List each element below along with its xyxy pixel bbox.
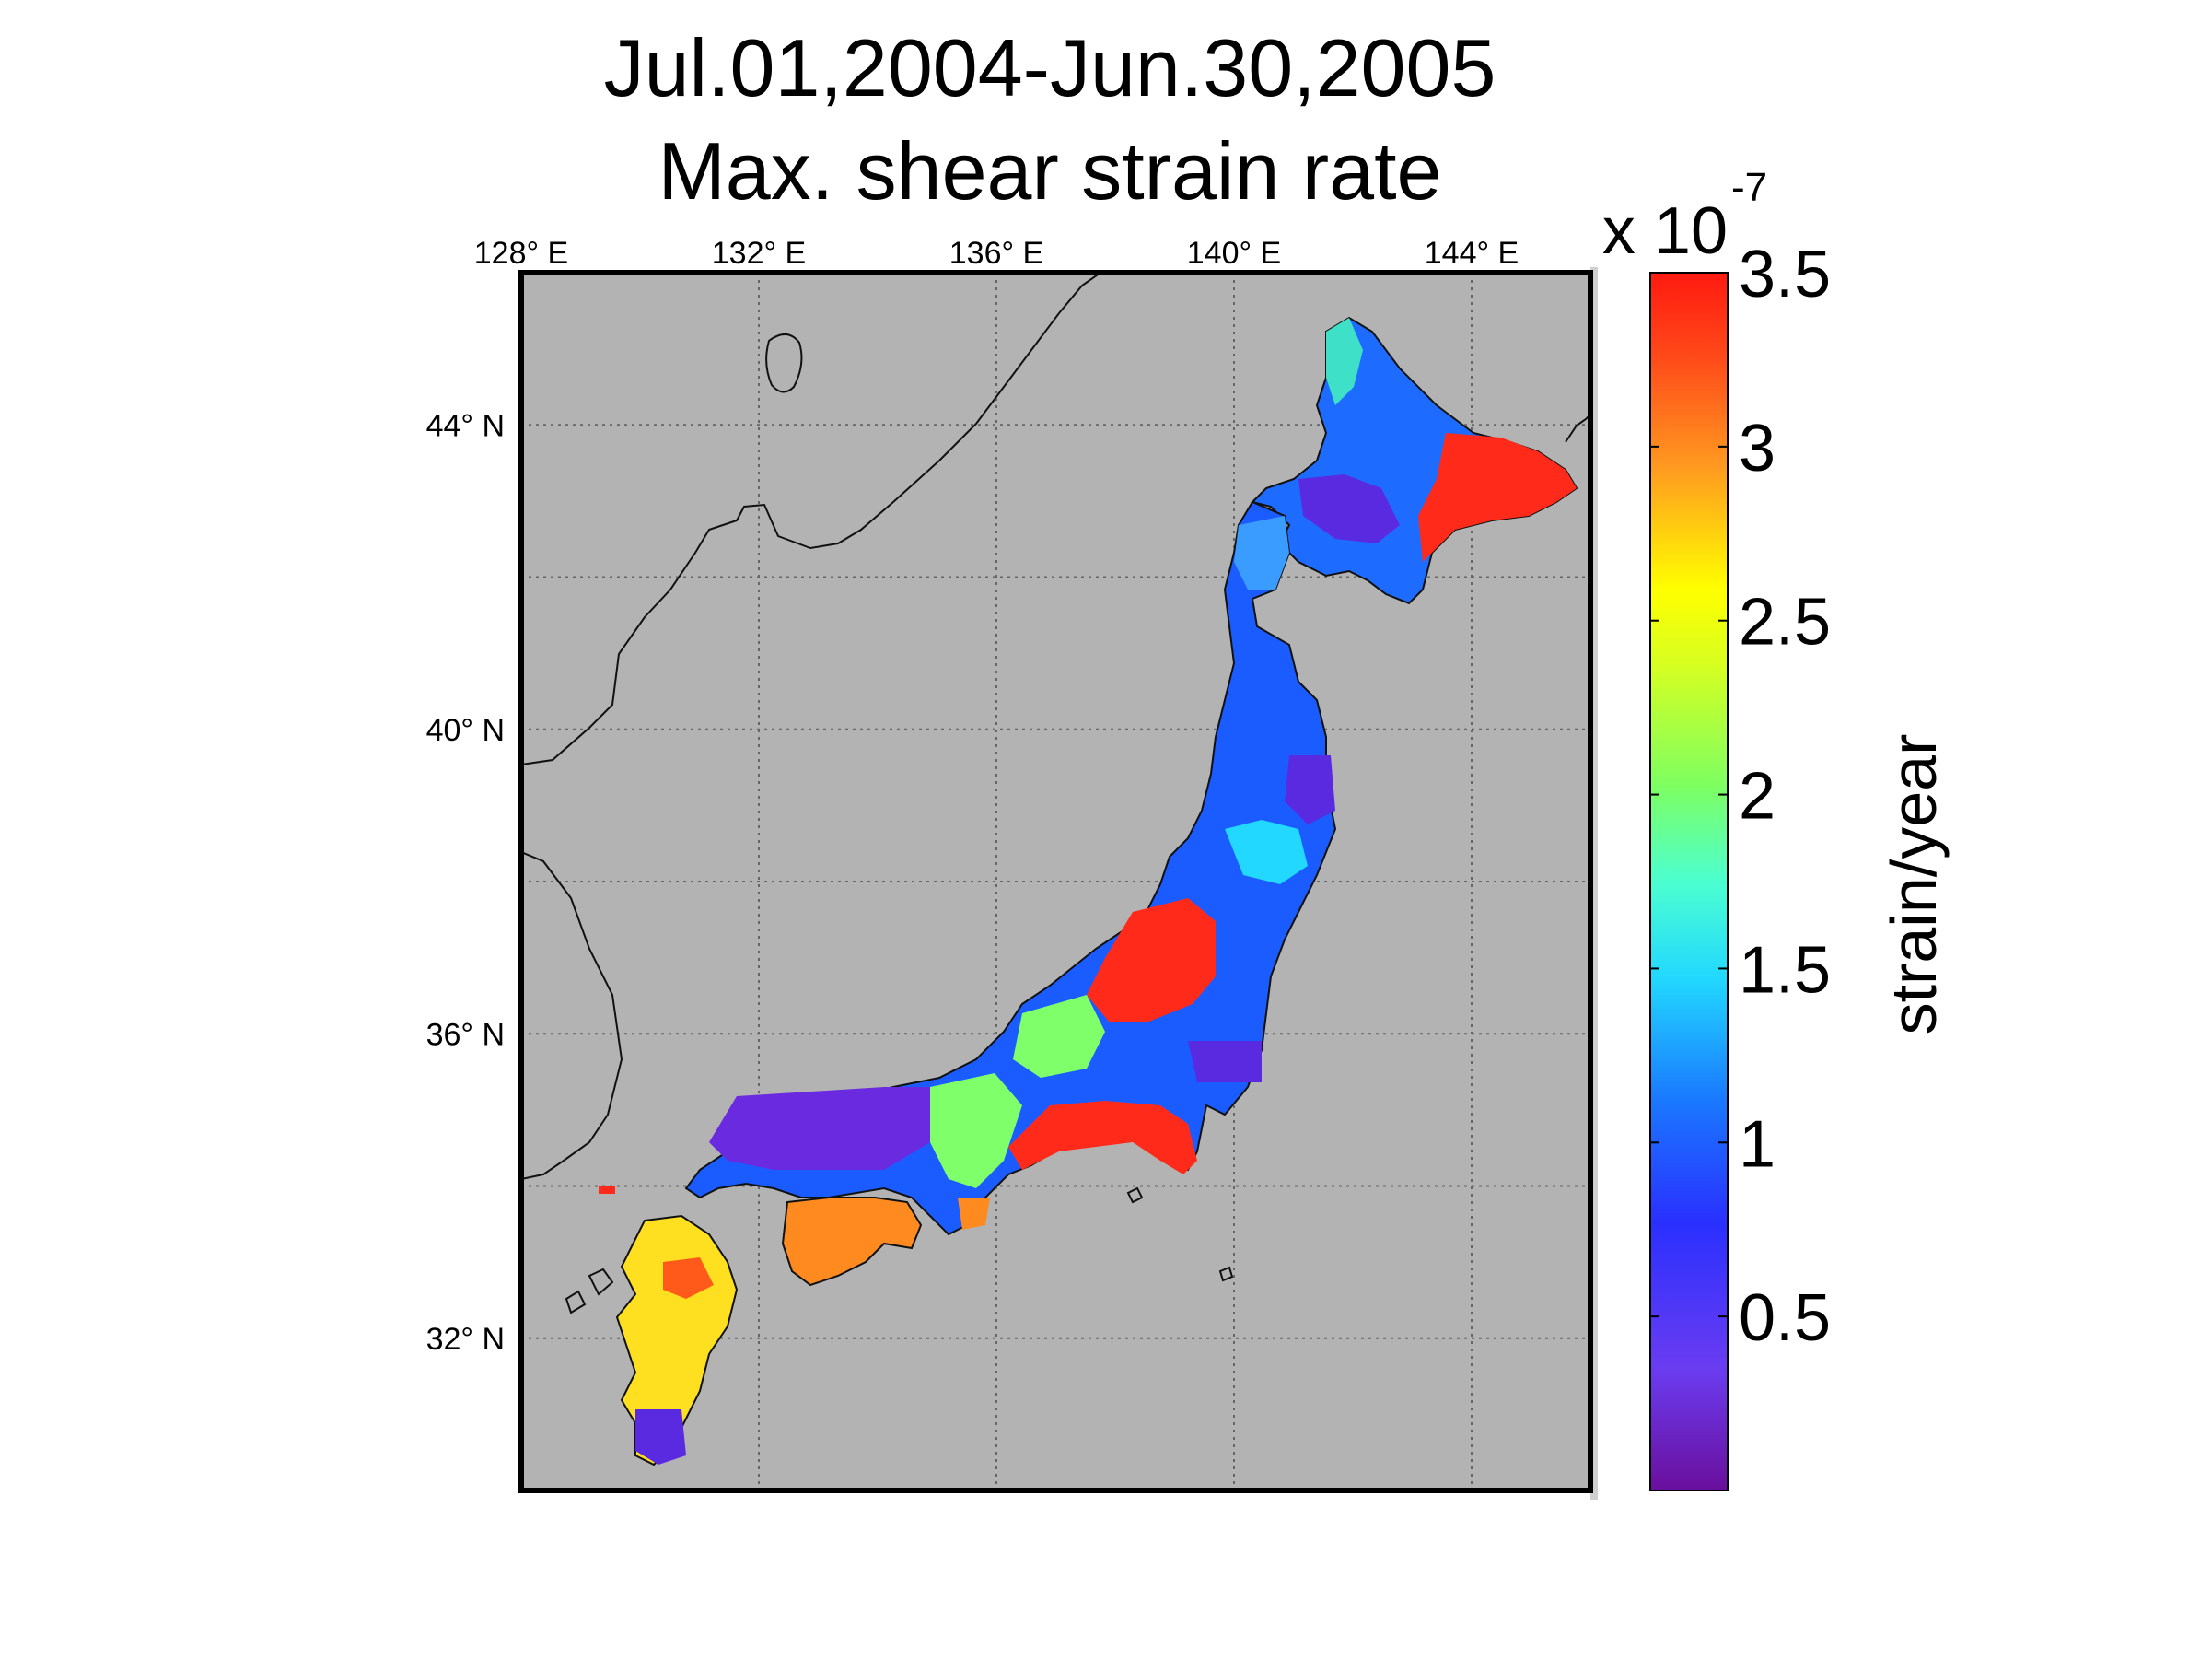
colorbar-tick-label: 0.5 — [1739, 1281, 1831, 1355]
island-outline — [1218, 1266, 1234, 1282]
region-shikoku — [781, 1197, 923, 1287]
region-hokkaido-central — [1298, 474, 1400, 543]
strain-field — [521, 273, 1590, 1466]
latitude-tick-labels: 44° N 40° N 36° N 32° N — [426, 408, 505, 1357]
lon-tick-label: 140° E — [1187, 236, 1281, 271]
lon-tick-label: 128° E — [474, 236, 568, 271]
chart-title-line2: Max. shear strain rate — [658, 125, 1442, 216]
region-tohoku-mid — [1225, 820, 1308, 884]
colorbar-multiplier-exponent: -7 — [1731, 165, 1767, 210]
region-kanto — [1188, 1041, 1262, 1082]
colorbar-tick-label: 2.5 — [1739, 586, 1831, 660]
region-hokkaido-east — [1418, 433, 1577, 562]
region-kii — [958, 1198, 990, 1230]
colorbar-tick-label: 1 — [1739, 1107, 1775, 1181]
lat-tick-label: 40° N — [426, 713, 505, 748]
region-hokkaido-north — [1326, 318, 1363, 405]
island-outline — [765, 333, 803, 393]
region-kinki — [930, 1073, 1022, 1188]
colorbar-tick-label: 1.5 — [1739, 933, 1831, 1007]
lat-tick-label: 32° N — [426, 1322, 505, 1357]
colorbar-tick-label: 2 — [1739, 760, 1775, 834]
region-kyushu-north — [663, 1257, 714, 1299]
map-frame — [518, 270, 1593, 1493]
region-tohoku-east — [1285, 755, 1335, 824]
lat-tick-label: 36° N — [426, 1017, 505, 1052]
lon-tick-label: 132° E — [712, 236, 806, 271]
map-panel — [518, 267, 1598, 1500]
map-panel-shadow — [1590, 267, 1598, 1500]
colorbar-label: strain/year — [1878, 734, 1950, 1035]
longitude-tick-labels: 128° E 132° E 136° E 140° E 144° E — [474, 236, 1519, 271]
region-aomori — [1234, 516, 1289, 590]
strain-pixel — [599, 1186, 615, 1194]
region-chubu-green — [1013, 995, 1105, 1078]
chart-title-line1: Jul.01,2004-Jun.30,2005 — [603, 22, 1496, 113]
region-niigata-chubu — [1087, 898, 1216, 1022]
colorbar-gradient — [1649, 272, 1729, 1491]
korea-coastline — [521, 851, 623, 1180]
region-chugoku — [709, 1087, 930, 1170]
island-outline — [588, 1268, 614, 1296]
lon-tick-label: 136° E — [949, 236, 1043, 271]
region-honshu — [684, 500, 1337, 1236]
region-kyushu-south — [635, 1409, 686, 1465]
colorbar-ticks: 3.5 3 2.5 2 1.5 1 0.5 — [1650, 238, 1831, 1355]
lon-tick-label: 144° E — [1425, 236, 1519, 271]
colorbar-tick-label: 3 — [1739, 412, 1775, 485]
colorbar-multiplier-base: x 10 — [1602, 194, 1728, 268]
colorbar-tick-label: 3.5 — [1739, 238, 1831, 311]
continent-coastline — [521, 273, 1101, 765]
island-outline — [1126, 1186, 1144, 1204]
lat-tick-label: 44° N — [426, 408, 505, 443]
colorbar: 3.5 3 2.5 2 1.5 1 0.5 x 10 -7 strain/year — [1602, 165, 1950, 1491]
region-tokai — [1008, 1101, 1197, 1174]
island-outline — [565, 1290, 587, 1314]
